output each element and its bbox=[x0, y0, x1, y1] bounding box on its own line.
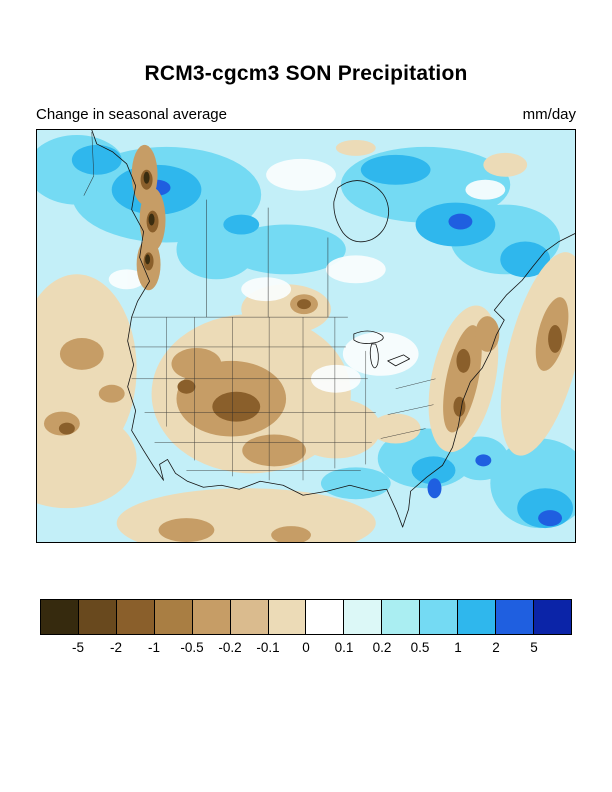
colorbar-segment bbox=[496, 600, 533, 634]
colorbar-segment bbox=[41, 600, 78, 634]
tick-label: 5 bbox=[530, 640, 538, 655]
tick-label: -0.1 bbox=[256, 640, 280, 655]
dry-extreme-spots bbox=[143, 171, 155, 265]
coastlines bbox=[91, 130, 575, 528]
precip-map-canvas bbox=[37, 130, 575, 542]
colorbar-tick-labels: -5 -2 -1 -0.5 -0.2 -0.1 0 0.1 0.2 0.5 1 … bbox=[40, 640, 572, 660]
colorbar-segment bbox=[154, 600, 192, 634]
subtitle-row: Change in seasonal average mm/day bbox=[36, 106, 576, 123]
tick-label: 0.5 bbox=[410, 640, 430, 655]
precipitation-map bbox=[36, 129, 576, 543]
state-borders bbox=[131, 317, 436, 481]
country-province-borders bbox=[83, 131, 348, 318]
colorbar-segment bbox=[458, 600, 496, 634]
colorbar-segment bbox=[533, 600, 571, 634]
figure-title: RCM3-cgcm3 SON Precipitation bbox=[144, 62, 468, 85]
colorbar-segment bbox=[306, 600, 344, 634]
tick-label: -0.5 bbox=[180, 640, 204, 655]
tick-label: -1 bbox=[147, 640, 160, 655]
tick-label: 2 bbox=[492, 640, 500, 655]
colorbar-segment bbox=[192, 600, 230, 634]
colorbar-segment bbox=[382, 600, 420, 634]
colorbar-segment bbox=[268, 600, 306, 634]
tick-label: 1 bbox=[454, 640, 462, 655]
tick-label: -5 bbox=[71, 640, 84, 655]
colorbar: -5 -2 -1 -0.5 -0.2 -0.1 0 0.1 0.2 0.5 1 … bbox=[40, 599, 572, 660]
tick-label: -0.2 bbox=[218, 640, 242, 655]
units-label: mm/day bbox=[522, 106, 576, 123]
colorbar-segment bbox=[420, 600, 458, 634]
tick-label: 0.2 bbox=[372, 640, 392, 655]
colorbar-segment bbox=[78, 600, 116, 634]
colorbar-segment bbox=[116, 600, 154, 634]
tick-label: 0.1 bbox=[334, 640, 354, 655]
colorbar-segment bbox=[230, 600, 268, 634]
tick-label: 0 bbox=[302, 640, 310, 655]
tick-label: -2 bbox=[109, 640, 122, 655]
colorbar-segment bbox=[344, 600, 382, 634]
colorbar-swatches bbox=[40, 599, 572, 635]
figure-subtitle: Change in seasonal average bbox=[36, 106, 227, 123]
